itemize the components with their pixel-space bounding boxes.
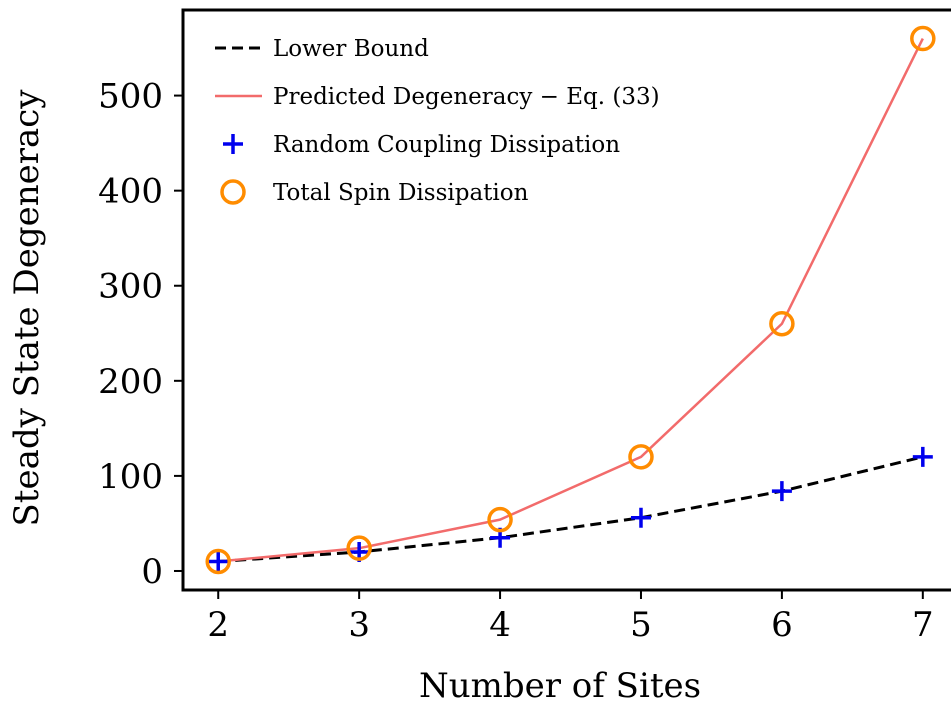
y-tick-label: 0 [141, 552, 163, 592]
x-tick-label: 7 [912, 605, 934, 645]
y-axis: 0 100 200 300 400 500 [98, 77, 183, 592]
y-tick-label: 500 [98, 77, 163, 117]
legend-label: Total Spin Dissipation [273, 180, 529, 206]
circle-marker [205, 548, 231, 575]
circle-marker [346, 535, 372, 561]
y-tick-label: 100 [98, 457, 163, 497]
legend-label: Predicted Degeneracy − Eq. (33) [273, 84, 660, 110]
series-lower-bound [218, 455, 924, 563]
legend-handle [220, 179, 246, 205]
legend-label: Lower Bound [273, 36, 429, 62]
axes-spines [181, 8, 951, 592]
x-tick-label: 5 [630, 605, 652, 645]
x-axis: 2 3 4 5 6 7 [207, 590, 934, 645]
plus-marker [208, 551, 229, 572]
x-tick-label: 4 [489, 605, 511, 645]
circle-marker [487, 506, 513, 533]
series-random-coupling-dissipation [208, 446, 933, 572]
legend-handle [223, 134, 243, 154]
axes-frame [181, 8, 951, 592]
circle-marker [769, 311, 795, 337]
x-tick-label: 2 [207, 605, 229, 645]
legend: Lower Bound Predicted Degeneracy − Eq. (3… [215, 36, 660, 206]
series-predicted-degeneracy-eq-33 [218, 37, 924, 563]
legend-item-total-spin-dissipation: Total Spin Dissipation [220, 179, 529, 206]
circle-marker [910, 25, 936, 52]
plus-marker [912, 446, 933, 467]
x-tick-label: 6 [771, 605, 793, 645]
legend-item-random-coupling-dissipation: Random Coupling Dissipation [223, 132, 620, 158]
legend-label: Random Coupling Dissipation [273, 132, 620, 158]
plus-marker [630, 507, 651, 528]
plus-marker [771, 481, 792, 502]
plot-area [205, 25, 936, 575]
legend-item-lower-bound: Lower Bound [215, 36, 429, 62]
series-line [218, 37, 924, 563]
legend-item-predicted-degeneracy-eq-33: Predicted Degeneracy − Eq. (33) [215, 84, 660, 110]
y-tick-label: 400 [98, 172, 163, 212]
y-tick-label: 300 [98, 267, 163, 307]
x-tick-label: 3 [348, 605, 370, 645]
y-tick-label: 200 [98, 362, 163, 402]
x-axis-label: Number of Sites [419, 666, 701, 703]
series-line [218, 455, 924, 563]
y-axis-label: Steady State Degeneracy [7, 89, 47, 527]
circle-marker [628, 444, 654, 470]
series-total-spin-dissipation [205, 25, 936, 575]
